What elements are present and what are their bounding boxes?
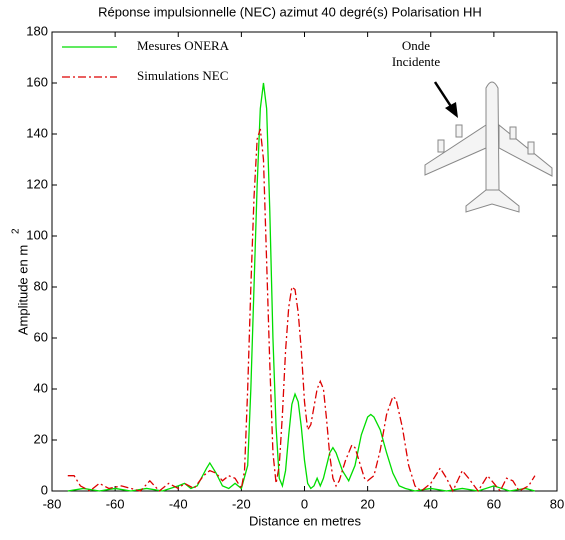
- y-tick-label: 100: [26, 227, 48, 242]
- y-axis-label: Amplitude en m: [15, 245, 30, 335]
- y-tick-label: 80: [34, 278, 48, 293]
- plot-frame: [51, 31, 558, 492]
- x-tick-label: -40: [169, 496, 188, 511]
- legend-label: Mesures ONERA: [137, 38, 230, 53]
- x-tick-label: -60: [106, 496, 125, 511]
- y-tick-label: 140: [26, 125, 48, 140]
- x-tick-label: 80: [550, 496, 564, 511]
- x-axis-label: Distance en metres: [249, 513, 361, 528]
- series-line: [67, 128, 536, 493]
- airplane-icon: [424, 81, 553, 213]
- x-tick-label: 0: [301, 496, 308, 511]
- y-tick-label: 20: [34, 431, 48, 446]
- chart-title: Réponse impulsionnelle (NEC) azimut 40 d…: [98, 4, 482, 19]
- x-tick-label: -80: [43, 496, 62, 511]
- y-tick-label: 120: [26, 176, 48, 191]
- y-tick-label: 180: [26, 23, 48, 38]
- x-tick-label: -20: [232, 496, 251, 511]
- series-line: [67, 82, 536, 492]
- y-axis-label-group: Amplitude en m 2: [11, 228, 31, 335]
- y-tick-label: 0: [41, 482, 48, 497]
- legend-label: Simulations NEC: [137, 68, 228, 83]
- x-tick-label: 60: [487, 496, 501, 511]
- x-tick-label: 40: [424, 496, 438, 511]
- annotation: Onde: [402, 38, 430, 53]
- x-tick-label: 20: [360, 496, 374, 511]
- arrow: [433, 81, 458, 118]
- y-tick-label: 40: [34, 380, 48, 395]
- y-axis-label-superscript: 2: [11, 228, 22, 234]
- annotation: Incidente: [392, 54, 441, 69]
- y-tick-label: 160: [26, 74, 48, 89]
- y-tick-label: 60: [34, 329, 48, 344]
